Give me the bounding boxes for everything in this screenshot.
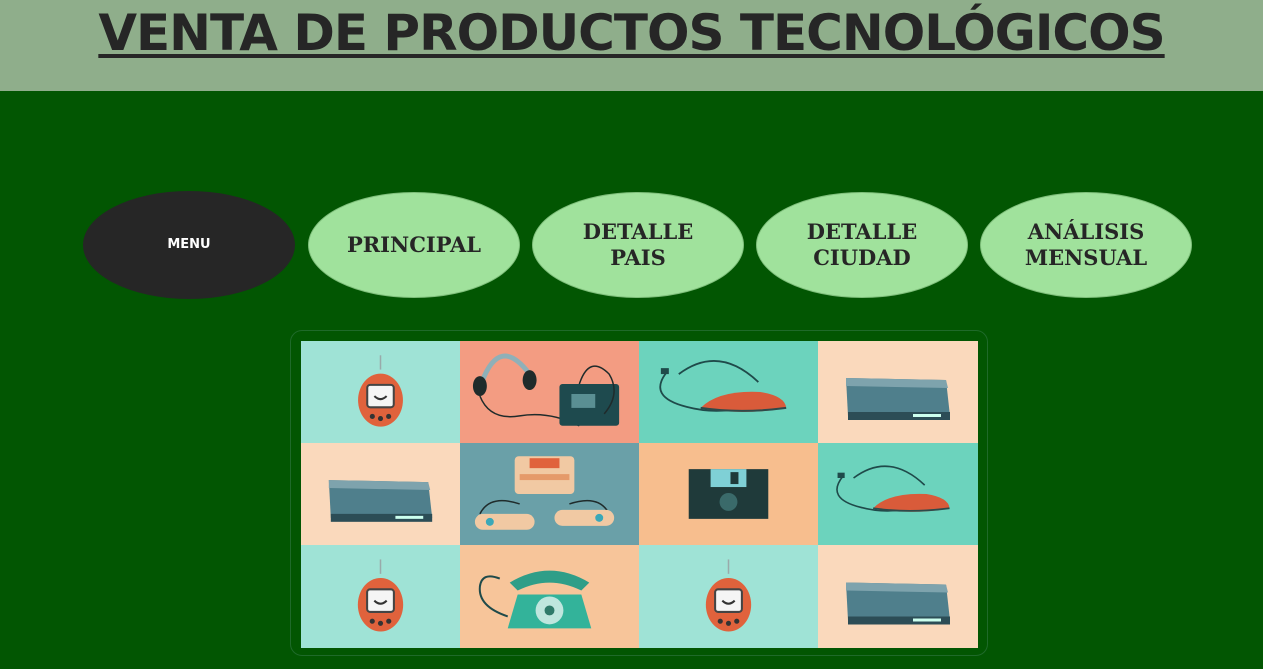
gallery-tile <box>639 341 818 443</box>
tamagotchi-icon <box>301 545 460 648</box>
nav-analisis-mensual-button[interactable]: ANÁLISIS MENSUAL <box>980 192 1192 298</box>
gallery-tile <box>818 443 978 545</box>
gallery-tile <box>639 443 818 545</box>
gallery-frame <box>290 330 988 656</box>
nav-principal-button[interactable]: PRINCIPAL <box>308 192 520 298</box>
gallery-tile <box>301 545 460 648</box>
gallery-tile <box>460 545 639 648</box>
mouse-icon <box>818 443 978 545</box>
gallery-tile <box>460 443 639 545</box>
gallery-tile <box>301 443 460 545</box>
floppy-disk-icon <box>639 443 818 545</box>
gallery-tile <box>818 341 978 443</box>
page-title: VENTA DE PRODUCTOS TECNOLÓGICOS <box>98 4 1165 62</box>
page-header: VENTA DE PRODUCTOS TECNOLÓGICOS <box>0 0 1263 91</box>
menu-button[interactable]: MENU <box>83 191 295 299</box>
walkman-headphones-icon <box>460 341 639 443</box>
tamagotchi-icon <box>301 341 460 443</box>
gallery-tile <box>460 341 639 443</box>
tamagotchi-icon <box>639 545 818 648</box>
rotary-phone-icon <box>460 545 639 648</box>
mouse-icon <box>639 341 818 443</box>
gallery-tile <box>639 545 818 648</box>
gallery-tile <box>301 341 460 443</box>
product-gallery <box>301 341 978 648</box>
nav-detalle-pais-button[interactable]: DETALLE PAIS <box>532 192 744 298</box>
game-console-controllers-icon <box>460 443 639 545</box>
nav-detalle-ciudad-button[interactable]: DETALLE CIUDAD <box>756 192 968 298</box>
gallery-tile <box>818 545 978 648</box>
console-box-icon <box>818 545 978 648</box>
console-box-icon <box>301 443 460 545</box>
console-box-icon <box>818 341 978 443</box>
